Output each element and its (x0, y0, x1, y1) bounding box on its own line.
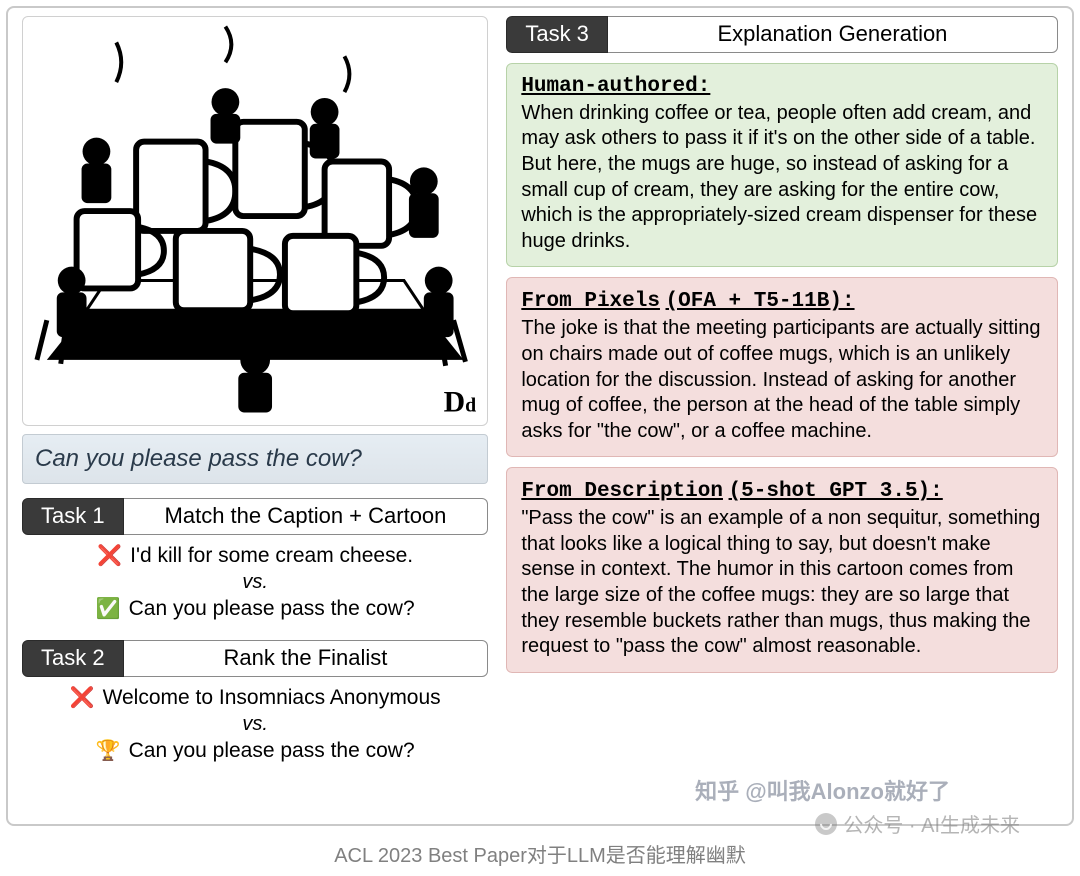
task1-option1: I'd kill for some cream cheese. (130, 544, 413, 568)
explanation-pixels-body: The joke is that the meeting participant… (521, 316, 1043, 444)
trophy-icon: 🏆 (96, 741, 121, 761)
explanation-desc-sub: (5-shot GPT 3.5): (729, 480, 943, 503)
explanation-desc-body: "Pass the cow" is an example of a non se… (521, 506, 1043, 660)
figure-container: Dd Can you please pass the cow? Task 1 M… (6, 6, 1074, 826)
task1-body: ❌ I'd kill for some cream cheese. vs. ✅ … (22, 535, 488, 626)
explanation-human-title: Human-authored: (521, 74, 1043, 101)
task1-title: Match the Caption + Cartoon (124, 498, 489, 535)
task1-line1: ❌ I'd kill for some cream cheese. (28, 544, 482, 568)
task2-line1: ❌ Welcome to Insomniacs Anonymous (28, 686, 482, 710)
check-icon: ✅ (96, 599, 121, 619)
right-column: Task 3 Explanation Generation Human-auth… (506, 16, 1058, 824)
task1-line2: ✅ Can you please pass the cow? (28, 597, 482, 621)
task2-header: Task 2 Rank the Finalist (22, 640, 488, 677)
explanation-pixels-sub: (OFA + T5-11B): (666, 290, 855, 313)
explanation-human: Human-authored: When drinking coffee or … (506, 63, 1058, 267)
task3-tag: Task 3 (506, 16, 608, 53)
task2-body: ❌ Welcome to Insomniacs Anonymous vs. 🏆 … (22, 677, 488, 768)
task1-tag: Task 1 (22, 498, 124, 535)
left-column: Dd Can you please pass the cow? Task 1 M… (22, 16, 488, 824)
task1-header: Task 1 Match the Caption + Cartoon (22, 498, 488, 535)
explanation-pixels-title: From Pixels (521, 290, 660, 313)
cartoon-panel: Dd (22, 16, 488, 426)
task3-header: Task 3 Explanation Generation (506, 16, 1058, 53)
watermark-zhihu: 知乎 @叫我Alonzo就好了 (695, 774, 950, 806)
figure-caption: ACL 2023 Best Paper对于LLM是否能理解幽默 (0, 839, 1080, 868)
cartoon-caption: Can you please pass the cow? (22, 434, 488, 484)
cross-icon: ❌ (97, 546, 122, 566)
task2-tag: Task 2 (22, 640, 124, 677)
task1-option2: Can you please pass the cow? (129, 597, 415, 621)
watermark-wechat-text: 公众号 · AI生成未来 (843, 809, 1020, 838)
task2-line2: 🏆 Can you please pass the cow? (28, 739, 482, 763)
task1-vs: vs. (28, 571, 482, 594)
explanation-pixels: From Pixels (OFA + T5-11B): The joke is … (506, 277, 1058, 457)
explanation-desc-title: From Description (521, 480, 723, 503)
watermark-wechat: 公众号 · AI生成未来 (815, 809, 1020, 838)
cross-icon: ❌ (70, 688, 95, 708)
task2-vs: vs. (28, 713, 482, 736)
explanation-desc: From Description (5-shot GPT 3.5): "Pass… (506, 467, 1058, 672)
task2-option2: Can you please pass the cow? (129, 739, 415, 763)
wechat-icon (815, 813, 837, 835)
task2-title: Rank the Finalist (124, 640, 489, 677)
task3-title: Explanation Generation (608, 16, 1058, 53)
task2-option1: Welcome to Insomniacs Anonymous (103, 686, 441, 710)
cartoon-image: Dd (27, 21, 483, 421)
explanation-human-body: When drinking coffee or tea, people ofte… (521, 101, 1043, 255)
